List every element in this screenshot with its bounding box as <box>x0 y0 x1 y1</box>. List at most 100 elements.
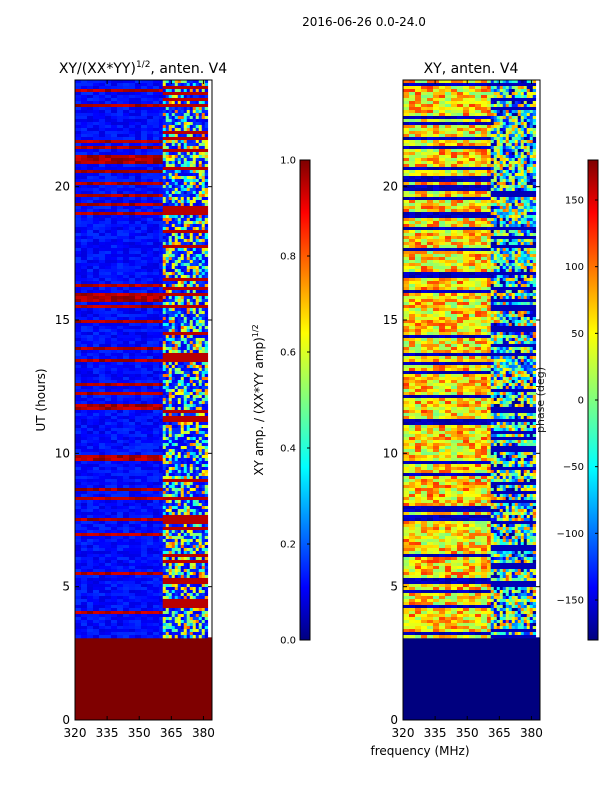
heatmap-cell <box>201 206 206 210</box>
heatmap-cell <box>162 212 167 216</box>
heatmap-cell <box>153 521 160 525</box>
heatmap-cell <box>117 449 124 453</box>
heatmap-cell <box>183 167 188 171</box>
heatmap-cell <box>174 101 179 105</box>
heatmap-cell <box>87 311 94 315</box>
heatmap-cell <box>165 338 170 342</box>
heatmap-cell <box>123 218 130 222</box>
heatmap-cell <box>186 236 191 240</box>
heatmap-cell <box>183 467 188 471</box>
heatmap-cell <box>117 557 124 561</box>
heatmap-cell <box>147 335 154 339</box>
heatmap-cell <box>171 215 176 219</box>
heatmap-cell <box>93 212 100 216</box>
heatmap-cell <box>174 122 179 126</box>
heatmap-cell <box>189 374 194 378</box>
heatmap-cell <box>204 449 209 453</box>
heatmap-cell <box>135 338 142 342</box>
heatmap-cell <box>204 287 209 291</box>
heatmap-cell <box>141 518 148 522</box>
heatmap-cell <box>93 254 100 258</box>
heatmap-cell <box>99 584 106 588</box>
heatmap-cell <box>123 224 130 228</box>
heatmap-cell <box>180 191 185 195</box>
heatmap-cell <box>171 281 176 285</box>
heatmap-cell <box>117 233 124 237</box>
heatmap-cell <box>162 443 167 447</box>
heatmap-cell <box>171 185 176 189</box>
heatmap-cell <box>171 305 176 309</box>
heatmap-cell <box>177 110 182 114</box>
heatmap-cell <box>141 476 148 480</box>
heatmap-cell <box>153 242 160 246</box>
heatmap-cell <box>87 227 94 231</box>
heatmap-cell <box>111 146 118 150</box>
heatmap-cell <box>93 572 100 576</box>
heatmap-cell <box>168 233 173 237</box>
heatmap-cell <box>123 185 130 189</box>
heatmap-cell <box>105 434 112 438</box>
heatmap-cell <box>174 314 179 318</box>
heatmap-cell <box>111 167 118 171</box>
heatmap-cell <box>93 425 100 429</box>
heatmap-cell <box>174 215 179 219</box>
heatmap-cell <box>105 101 112 105</box>
heatmap-cell <box>81 107 88 111</box>
heatmap-cell <box>168 95 173 99</box>
heatmap-cell <box>192 491 197 495</box>
heatmap-cell <box>183 395 188 399</box>
heatmap-cell <box>99 149 106 153</box>
heatmap-cell <box>174 245 179 249</box>
heatmap-cell <box>93 293 100 297</box>
heatmap-cell <box>195 317 200 321</box>
heatmap-cell <box>180 512 185 516</box>
heatmap-cell <box>153 188 160 192</box>
heatmap-cell <box>171 518 176 522</box>
heatmap-cell <box>186 203 191 207</box>
heatmap-cell <box>189 209 194 213</box>
heatmap-cell <box>129 422 136 426</box>
heatmap-cell <box>147 455 154 459</box>
heatmap-cell <box>147 617 154 621</box>
heatmap-cell <box>141 110 148 114</box>
heatmap-cell <box>111 245 118 249</box>
heatmap-cell <box>111 524 118 528</box>
heatmap-cell <box>141 227 148 231</box>
heatmap-cell <box>165 479 170 483</box>
heatmap-cell <box>192 242 197 246</box>
heatmap-cell <box>141 536 148 540</box>
heatmap-cell <box>162 398 167 402</box>
heatmap-cell <box>186 395 191 399</box>
heatmap-cell <box>183 500 188 504</box>
heatmap-cell <box>93 434 100 438</box>
heatmap-cell <box>162 113 167 117</box>
heatmap-cell <box>162 407 167 411</box>
heatmap-cell <box>81 143 88 147</box>
heatmap-cell <box>99 500 106 504</box>
heatmap-cell <box>75 434 82 438</box>
heatmap-cell <box>204 416 209 420</box>
heatmap-cell <box>81 443 88 447</box>
heatmap-cell <box>141 311 148 315</box>
heatmap-cell <box>123 590 130 594</box>
heatmap-cell <box>165 299 170 303</box>
heatmap-cell <box>129 260 136 264</box>
heatmap-cell <box>147 473 154 477</box>
heatmap-cell <box>201 164 206 168</box>
heatmap-cell <box>123 476 130 480</box>
heatmap-cell <box>180 449 185 453</box>
heatmap-cell <box>153 410 160 414</box>
heatmap-cell <box>99 620 106 624</box>
heatmap-cell <box>189 251 194 255</box>
heatmap-cell <box>129 278 136 282</box>
heatmap-cell <box>162 92 167 96</box>
heatmap-cell <box>99 230 106 234</box>
heatmap-cell <box>201 308 206 312</box>
heatmap-cell <box>174 332 179 336</box>
heatmap-cell <box>171 467 176 471</box>
heatmap-cell <box>189 254 194 258</box>
heatmap-cell <box>162 446 167 450</box>
heatmap-cell <box>165 164 170 168</box>
heatmap-cell <box>99 431 106 435</box>
heatmap-cell <box>198 197 203 201</box>
